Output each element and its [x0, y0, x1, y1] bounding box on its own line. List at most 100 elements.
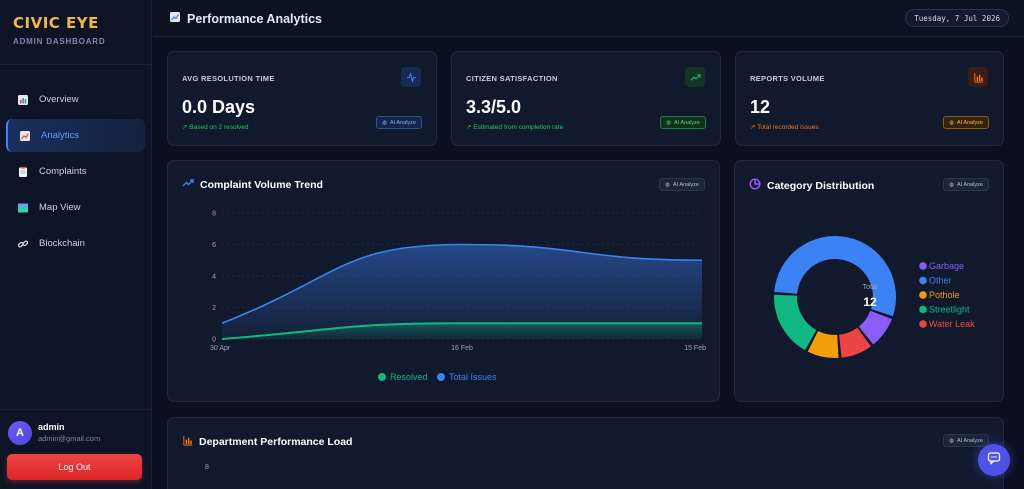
ai-analyze-button[interactable]: ◍ AI Analyze — [943, 434, 989, 447]
chart-title-text: Category Distribution — [767, 179, 875, 192]
sidebar-item-label: Blockchain — [39, 238, 85, 249]
sidebar-item-label: Analytics — [41, 130, 80, 141]
chat-button[interactable] — [978, 444, 1010, 476]
arrow-up-right-icon: ↗ — [466, 124, 472, 131]
legend-label: Resolved — [390, 372, 428, 382]
pulse-icon — [401, 67, 421, 87]
stat-sub-text: Total recorded issues — [757, 124, 819, 131]
legend-label: Total Issues — [449, 372, 497, 382]
logout-button[interactable]: Log Out — [7, 454, 142, 480]
ai-icon: ◍ — [949, 181, 954, 188]
ai-analyze-button[interactable]: ◍ AI Analyze — [376, 116, 422, 129]
brand-title-part2: EYE — [66, 14, 99, 32]
legend-resolved[interactable]: Resolved — [378, 372, 428, 382]
stat-label: AVG RESOLUTION TIME — [182, 74, 275, 83]
y-tick-label: 0 — [212, 337, 216, 344]
stat-card-citizen-satisfaction: CITIZEN SATISFACTION 3.3/5.0 ↗ Estimated… — [451, 51, 721, 146]
pie-chart-icon — [749, 178, 761, 193]
complaint-volume-trend-card: Complaint Volume Trend ◍ AI Analyze 0 2 4 6 8… — [167, 160, 720, 402]
page-title-text: Performance Analytics — [187, 11, 323, 26]
category-distribution-card: Category Distribution ◍ AI Analyze Total 1… — [734, 160, 1004, 402]
series-area-resolved — [222, 323, 702, 339]
donut-center-label: Total — [863, 284, 878, 291]
x-tick-label: 16 Feb — [451, 345, 473, 352]
stat-value: 12 — [750, 97, 771, 117]
ai-analyze-button[interactable]: ◍ AI Analyze — [943, 178, 989, 191]
ai-analyze-button[interactable]: ◍ AI Analyze — [659, 178, 705, 191]
sidebar-item-complaints[interactable]: Complaints — [6, 155, 145, 188]
sidebar-item-analytics[interactable]: Analytics — [6, 119, 145, 152]
series-line-resolved — [221, 322, 702, 340]
x-tick-label: 30 Apr — [210, 345, 231, 352]
chart-title: Category Distribution — [749, 178, 874, 193]
ai-analyze-label: AI Analyze — [674, 119, 700, 126]
sidebar-item-overview[interactable]: Overview — [6, 83, 145, 116]
legend-dot — [919, 320, 927, 328]
series-area-total-issues — [222, 244, 702, 339]
ai-icon: ◍ — [382, 119, 387, 126]
ai-icon: ◍ — [665, 181, 670, 188]
ai-analyze-label: AI Analyze — [673, 181, 699, 188]
header: Performance Analytics Tuesday, 7 Jul 202… — [153, 0, 1024, 37]
y-tick-label: 4 — [212, 274, 216, 281]
sidebar-nav: Overview Analytics Complaints Map View B… — [0, 83, 151, 260]
slice-water-leak — [839, 327, 871, 358]
sidebar-item-label: Map View — [39, 202, 81, 213]
ai-icon: ◍ — [666, 119, 671, 126]
chat-icon — [987, 451, 1001, 470]
arrow-up-right-icon: ↗ — [750, 124, 756, 131]
avatar[interactable]: A — [8, 421, 32, 445]
stat-card-resolution-time: AVG RESOLUTION TIME 0.0 Days ↗ Based on … — [167, 51, 437, 146]
user-email: admin@gmail.com — [38, 434, 101, 443]
legend-total-issues[interactable]: Total Issues — [437, 372, 497, 382]
sidebar-item-label: Overview — [39, 94, 79, 105]
brand-subtitle: ADMIN DASHBOARD — [13, 37, 106, 46]
sidebar-item-map-view[interactable]: Map View — [6, 191, 145, 224]
legend-dot — [919, 276, 927, 285]
legend-dot — [378, 373, 386, 381]
clipboard-icon — [17, 166, 29, 178]
sidebar-item-blockchain[interactable]: Blockchain — [6, 227, 145, 260]
sidebar: CIVIC EYE ADMIN DASHBOARD Overview Analy… — [0, 0, 152, 489]
ai-analyze-button[interactable]: ◍ AI Analyze — [660, 116, 706, 129]
trending-up-icon — [182, 178, 194, 191]
link-icon — [17, 238, 29, 250]
legend-dot — [919, 262, 927, 270]
chart-title: Department Performance Load — [182, 435, 352, 449]
bar-chart-icon — [968, 67, 988, 87]
page-title: Performance Analytics — [169, 11, 322, 26]
ai-analyze-label: AI Analyze — [957, 119, 983, 126]
stat-label: REPORTS VOLUME — [750, 74, 825, 83]
slice-other — [774, 235, 896, 317]
stat-sub: ↗ Total recorded issues — [750, 123, 819, 131]
trend-chart: 0 2 4 6 8 30 Apr 16 Feb 15 Feb — [210, 211, 706, 353]
slice-pothole — [807, 330, 839, 358]
x-tick-label: 15 Feb — [684, 345, 706, 352]
ai-analyze-button[interactable]: ◍ AI Analyze — [943, 116, 989, 129]
chart-title-text: Department Performance Load — [199, 436, 353, 448]
y-tick-label: 2 — [212, 305, 216, 312]
user-name: admin — [38, 422, 65, 432]
legend-label: Garbage — [929, 261, 964, 271]
ai-analyze-label: AI Analyze — [957, 437, 983, 444]
user-box: A admin admin@gmail.com Log Out — [0, 409, 152, 489]
legend-label: Water Leak — [929, 319, 975, 329]
slice-garbage — [858, 310, 892, 345]
y-tick-label: 8 — [205, 464, 209, 471]
legend-label: Streetlight — [929, 305, 970, 315]
bar-chart-icon — [182, 435, 193, 449]
sidebar-item-label: Complaints — [39, 166, 87, 177]
stat-card-reports-volume: REPORTS VOLUME 12 ↗ Total recorded issue… — [735, 51, 1004, 146]
legend-dot — [437, 373, 445, 381]
brand-title: CIVIC EYE — [13, 14, 139, 32]
stat-sub-text: Estimated from completion rate — [473, 124, 564, 131]
map-icon — [17, 202, 29, 214]
donut-chart: Total 12 Garbage Other Pothole Streetlight Wat… — [774, 235, 975, 358]
ai-icon: ◍ — [949, 437, 954, 444]
legend-label: Pothole — [929, 290, 960, 300]
y-tick-label: 6 — [212, 242, 216, 249]
chart-title: Complaint Volume Trend — [182, 178, 323, 191]
brand-title-part1: CIVIC — [13, 14, 61, 32]
stat-sub-text: Based on 2 resolved — [189, 124, 249, 131]
legend-dot — [919, 291, 927, 299]
